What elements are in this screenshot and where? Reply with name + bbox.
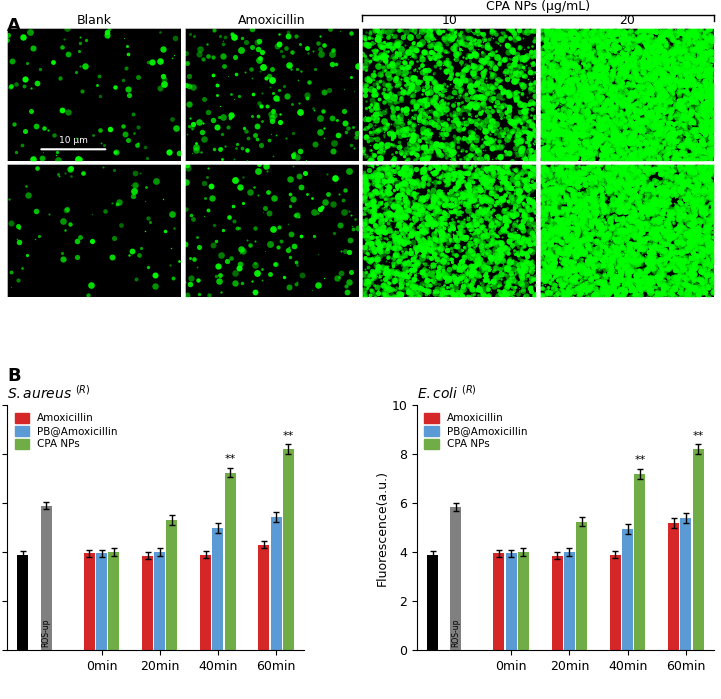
Bar bbox=[225, 473, 236, 650]
Bar bbox=[167, 520, 177, 650]
Text: ROS-up: ROS-up bbox=[42, 619, 50, 647]
Text: Control: Control bbox=[428, 619, 437, 647]
Bar bbox=[142, 556, 153, 650]
Bar bbox=[427, 554, 438, 650]
Text: **: ** bbox=[283, 431, 294, 441]
Bar bbox=[622, 529, 633, 650]
Bar bbox=[564, 552, 575, 650]
Bar bbox=[213, 528, 224, 650]
Bar bbox=[668, 523, 679, 650]
Bar bbox=[154, 552, 165, 650]
Text: 10 μm: 10 μm bbox=[59, 136, 88, 145]
Bar bbox=[693, 449, 704, 650]
Title: Amoxicillin: Amoxicillin bbox=[238, 14, 306, 27]
Title: Blank: Blank bbox=[76, 14, 112, 27]
Bar bbox=[108, 552, 119, 650]
Bar bbox=[505, 554, 517, 650]
Y-axis label: $\it{E.coli}$ $^{(R)}$: $\it{E.coli}$ $^{(R)}$ bbox=[0, 68, 1, 122]
Title: 20: 20 bbox=[619, 14, 634, 27]
Bar bbox=[200, 554, 211, 650]
Y-axis label: $\it{S.aureus}$ $^{(R)}$: $\it{S.aureus}$ $^{(R)}$ bbox=[0, 193, 1, 268]
Text: CPA NPs (μg/mL): CPA NPs (μg/mL) bbox=[486, 0, 590, 13]
Text: $\it{E.coli}$ $^{(R)}$: $\it{E.coli}$ $^{(R)}$ bbox=[417, 383, 477, 401]
Bar bbox=[518, 552, 529, 650]
Text: **: ** bbox=[692, 431, 704, 441]
Bar bbox=[493, 554, 505, 650]
Bar bbox=[552, 556, 562, 650]
Bar bbox=[681, 518, 691, 650]
Title: 10: 10 bbox=[441, 14, 457, 27]
Bar bbox=[283, 449, 294, 650]
Bar bbox=[451, 507, 461, 650]
Text: A: A bbox=[7, 17, 21, 36]
Bar bbox=[270, 517, 282, 650]
Text: **: ** bbox=[224, 454, 236, 464]
Legend: Amoxicillin, PB@Amoxicillin, CPA NPs: Amoxicillin, PB@Amoxicillin, CPA NPs bbox=[12, 410, 120, 452]
Text: ROS-up: ROS-up bbox=[451, 619, 461, 647]
Bar bbox=[40, 505, 52, 650]
Bar bbox=[610, 554, 621, 650]
Bar bbox=[17, 554, 28, 650]
Legend: Amoxicillin, PB@Amoxicillin, CPA NPs: Amoxicillin, PB@Amoxicillin, CPA NPs bbox=[422, 410, 530, 452]
Y-axis label: Fluorescence(a.u.): Fluorescence(a.u.) bbox=[376, 470, 389, 586]
Text: **: ** bbox=[634, 455, 645, 466]
Text: B: B bbox=[7, 367, 21, 385]
Bar bbox=[576, 521, 587, 650]
Bar bbox=[258, 545, 270, 650]
Bar bbox=[96, 554, 107, 650]
Text: $\it{S.aureus}$ $^{(R)}$: $\it{S.aureus}$ $^{(R)}$ bbox=[7, 383, 91, 401]
Bar bbox=[634, 474, 645, 650]
Text: Control: Control bbox=[19, 619, 27, 647]
Bar bbox=[84, 554, 94, 650]
